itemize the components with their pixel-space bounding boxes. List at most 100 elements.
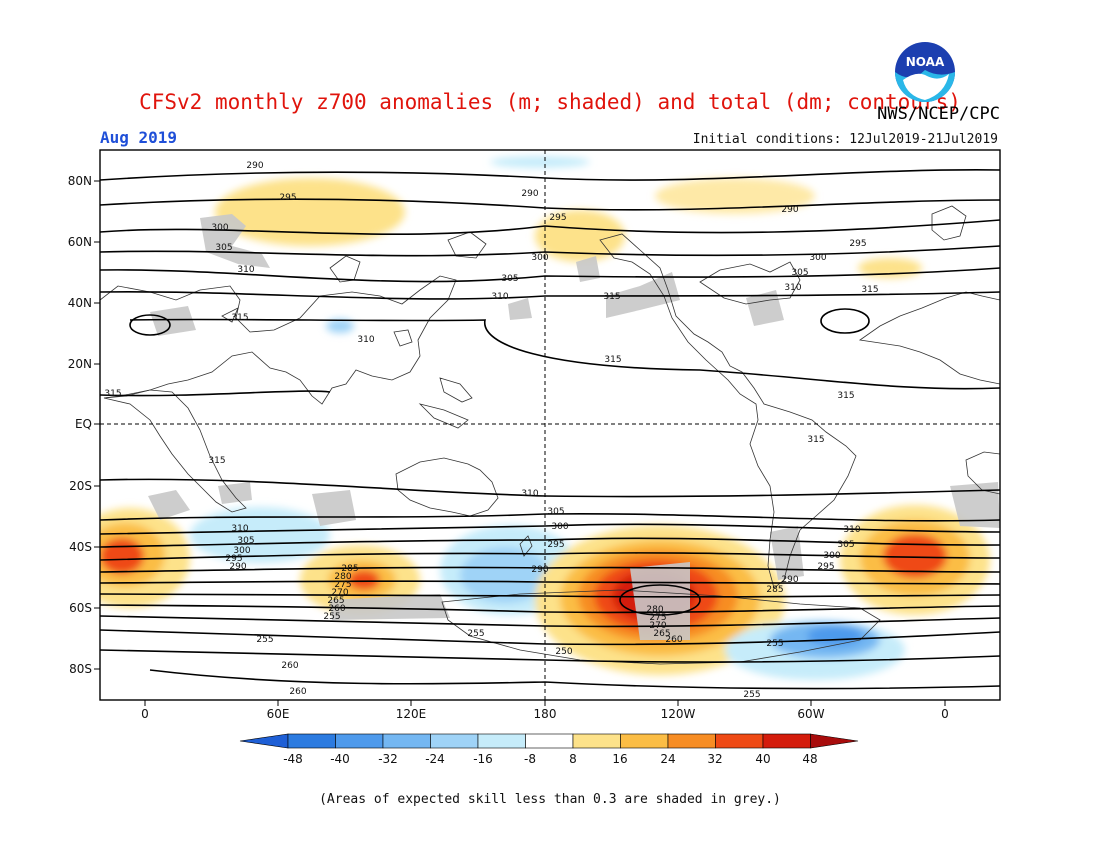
contour-label: 315 <box>104 389 121 399</box>
contour-label: 290 <box>781 575 798 585</box>
contour-label: 255 <box>323 612 340 622</box>
colorbar-swatch <box>620 733 669 749</box>
contour-label: 280 <box>334 572 351 582</box>
contour-label: 305 <box>791 268 808 278</box>
initial-conditions-label: Initial conditions: 12Jul2019-21Jul2019 <box>692 132 998 147</box>
lat-label: EQ <box>75 417 92 431</box>
contour-label: 315 <box>208 456 225 466</box>
lon-label: 120W <box>661 707 696 721</box>
contour-label: 300 <box>551 522 568 532</box>
lat-label: 80S <box>69 662 92 676</box>
colorbar-label: 48 <box>802 752 817 766</box>
colorbar-swatch <box>287 733 336 749</box>
contour-label: 285 <box>766 585 783 595</box>
logo-text: NOAA <box>906 55 945 69</box>
contour-label: 295 <box>547 540 564 550</box>
lon-label: 60E <box>267 707 290 721</box>
contour-label: 305 <box>237 536 254 546</box>
colorbar-labels: -48 -40 -32 -24 -16 -8 8 16 24 32 40 48 <box>283 752 817 766</box>
colorbar-swatch <box>430 733 479 749</box>
lon-label: 0 <box>941 707 949 721</box>
contour-label: 300 <box>809 253 826 263</box>
contour-label: 305 <box>215 243 232 253</box>
contour-label: 290 <box>229 562 246 572</box>
colorbar-label: 16 <box>612 752 627 766</box>
colorbar <box>239 733 859 749</box>
contour-label: 315 <box>231 313 248 323</box>
contour-label: 285 <box>341 564 358 574</box>
contour-label: 300 <box>211 223 228 233</box>
lat-label: 60S <box>69 601 92 615</box>
lat-label: 40N <box>68 296 92 310</box>
lat-label: 20S <box>69 479 92 493</box>
lon-label: 0 <box>141 707 149 721</box>
colorbar-label: 8 <box>569 752 577 766</box>
colorbar-swatch <box>667 733 716 749</box>
contour-label: 310 <box>357 335 374 345</box>
low-skill-shading <box>148 214 1000 640</box>
contour-label: 310 <box>521 489 538 499</box>
contour-label: 305 <box>547 507 564 517</box>
skill-footnote: (Areas of expected skill less than 0.3 a… <box>319 792 781 807</box>
longitude-labels: 0 60E 120E 180 120W 60W 0 <box>141 707 949 721</box>
contour-label: 315 <box>603 292 620 302</box>
colorbar-swatch <box>477 733 526 749</box>
latitude-ticks <box>94 180 100 670</box>
contour-label: 295 <box>549 213 566 223</box>
lat-label: 80N <box>68 174 92 188</box>
colorbar-swatch <box>239 733 289 749</box>
longitude-ticks <box>144 700 946 706</box>
organization-label: NWS/NCEP/CPC <box>877 104 1000 124</box>
colorbar-label: -8 <box>524 752 536 766</box>
dashed-reference-lines <box>100 150 1000 700</box>
contour-label: 275 <box>649 613 666 623</box>
colorbar-swatch <box>382 733 431 749</box>
noaa-logo: NOAA <box>895 42 955 102</box>
contour-label: 290 <box>531 565 548 575</box>
lon-label: 120E <box>396 707 427 721</box>
contour-label: 295 <box>849 239 866 249</box>
colorbar-label: -40 <box>330 752 350 766</box>
contour-label: 315 <box>861 285 878 295</box>
colorbar-label: 24 <box>660 752 675 766</box>
latitude-labels: 80N 60N 40N 20N EQ 20S 40S 60S 80S <box>68 174 92 676</box>
colorbar-swatch <box>762 733 811 749</box>
contour-label: 265 <box>327 596 344 606</box>
contour-label: 290 <box>521 189 538 199</box>
contour-label: 290 <box>246 161 263 171</box>
contour-label: 260 <box>281 661 298 671</box>
contour-label: 270 <box>649 621 666 631</box>
map-frame <box>99 149 1001 701</box>
chart-title: CFSv2 monthly z700 anomalies (m; shaded)… <box>139 90 961 114</box>
contour-label: 260 <box>289 687 306 697</box>
colorbar-swatch <box>335 733 384 749</box>
contour-label: 255 <box>467 629 484 639</box>
contour-label: 310 <box>843 525 860 535</box>
contour-label: 295 <box>225 554 242 564</box>
contour-label: 310 <box>231 524 248 534</box>
contour-label: 315 <box>837 391 854 401</box>
contour-label: 290 <box>781 205 798 215</box>
colorbar-label: 32 <box>707 752 722 766</box>
contour-label: 305 <box>837 540 854 550</box>
contour-label: 265 <box>653 629 670 639</box>
contour-label: 255 <box>743 690 760 700</box>
contour-label: 305 <box>501 274 518 284</box>
contour-label: 315 <box>807 435 824 445</box>
contour-label: 280 <box>646 605 663 615</box>
contour-label: 310 <box>237 265 254 275</box>
colorbar-label: -48 <box>283 752 303 766</box>
contour-label: 315 <box>604 355 621 365</box>
contour-label: 300 <box>233 546 250 556</box>
colorbar-label: -32 <box>378 752 398 766</box>
contour-label: 255 <box>766 639 783 649</box>
colorbar-label: 40 <box>755 752 770 766</box>
contour-label: 275 <box>334 580 351 590</box>
colorbar-swatch <box>715 733 764 749</box>
contour-label: 295 <box>279 193 296 203</box>
contour-label: 270 <box>331 588 348 598</box>
colorbar-label: -24 <box>425 752 445 766</box>
valid-month-label: Aug 2019 <box>100 128 178 147</box>
contour-labels: 290 295 300 305 310 315 310 315 290 295 … <box>104 161 878 700</box>
